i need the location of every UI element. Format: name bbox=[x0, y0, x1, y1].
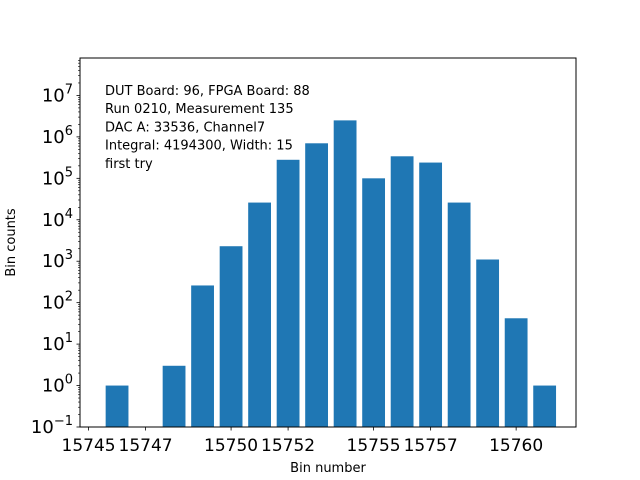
x-tick-label: 15747 bbox=[119, 436, 173, 456]
bar-15761 bbox=[533, 385, 557, 427]
bar-15748 bbox=[162, 365, 186, 427]
y-tick-label: 101 bbox=[42, 331, 73, 355]
bar-15756 bbox=[390, 156, 414, 427]
y-axis-label: Bin counts bbox=[4, 208, 19, 277]
bar-15760 bbox=[504, 318, 528, 427]
y-tick-label: 105 bbox=[42, 165, 73, 189]
y-tick-label: 103 bbox=[42, 248, 73, 272]
bar-15758 bbox=[447, 202, 471, 427]
bars-group bbox=[105, 120, 557, 428]
bar-15746 bbox=[105, 385, 129, 427]
x-tick-label: 15752 bbox=[261, 436, 315, 456]
bar-15757 bbox=[419, 162, 443, 427]
y-tick-label: 10−1 bbox=[31, 414, 73, 438]
bar-15754 bbox=[333, 120, 357, 427]
annotation-box: DUT Board: 96, FPGA Board: 88 Run 0210, M… bbox=[105, 84, 310, 172]
bar-15750 bbox=[219, 246, 243, 427]
x-axis-label: Bin number bbox=[290, 461, 366, 476]
x-tick-label: 15757 bbox=[404, 436, 458, 456]
y-tick-label: 100 bbox=[42, 373, 73, 397]
y-axis: 10−1 100 101 102 103 104 105 106 107 bbox=[31, 60, 80, 438]
annotation-line: Run 0210, Measurement 135 bbox=[105, 102, 294, 117]
annotation-line: first try bbox=[105, 157, 153, 172]
annotation-line: Integral: 4194300, Width: 15 bbox=[105, 139, 293, 154]
annotation-line: DAC A: 33536, Channel7 bbox=[105, 120, 265, 135]
bar-15751 bbox=[248, 202, 271, 427]
y-tick-label: 104 bbox=[42, 207, 73, 231]
y-tick-label: 107 bbox=[42, 82, 73, 106]
x-tick-label: 15755 bbox=[347, 436, 401, 456]
x-tick-label: 15760 bbox=[489, 436, 543, 456]
y-tick-label: 102 bbox=[42, 290, 73, 314]
y-tick-label: 106 bbox=[42, 124, 73, 148]
x-axis: 15745 15747 15750 15752 15755 15757 15760 bbox=[62, 427, 543, 456]
bar-15752 bbox=[276, 159, 300, 428]
bar-15749 bbox=[191, 285, 214, 427]
bar-15753 bbox=[305, 143, 328, 427]
annotation-line: DUT Board: 96, FPGA Board: 88 bbox=[105, 84, 310, 99]
plot-frame bbox=[79, 57, 577, 428]
bar-15755 bbox=[362, 178, 386, 427]
bar-15759 bbox=[476, 259, 500, 427]
x-tick-label: 15745 bbox=[62, 436, 116, 456]
x-tick-label: 15750 bbox=[204, 436, 258, 456]
